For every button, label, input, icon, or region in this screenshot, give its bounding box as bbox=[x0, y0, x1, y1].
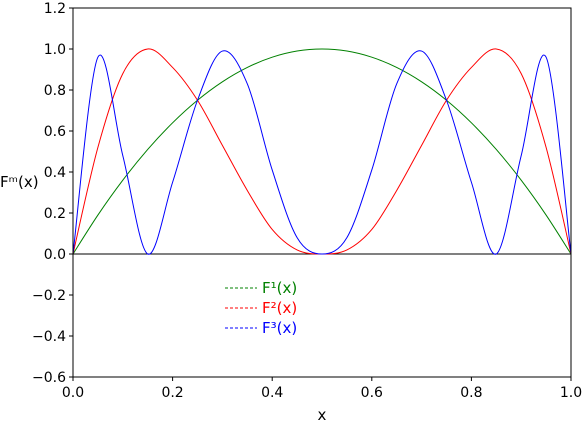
y-tick-label: 0.6 bbox=[44, 124, 66, 140]
x-axis-label: x bbox=[318, 406, 327, 422]
legend: F¹(x) F²(x) F³(x) bbox=[225, 279, 297, 337]
y-tick-label: −0.2 bbox=[32, 288, 66, 304]
axis-ticks: 0.0 0.2 0.4 0.6 0.8 1.0 −0.6 −0.4 −0.2 0.0 0.2 0.4 0… bbox=[32, 1, 582, 401]
x-tick-label: 0.2 bbox=[161, 385, 183, 401]
x-tick-label: 0.4 bbox=[261, 385, 283, 401]
y-tick-label: 0.8 bbox=[44, 83, 66, 99]
legend-label-3: F³(x) bbox=[262, 319, 297, 337]
series-line-3 bbox=[72, 50, 572, 255]
x-tick-label: 0.0 bbox=[62, 385, 84, 401]
legend-label-1: F¹(x) bbox=[262, 279, 297, 297]
y-axis-label: Fᵐ(x) bbox=[0, 173, 39, 191]
y-tick-label: −0.4 bbox=[32, 329, 66, 345]
series-line-1 bbox=[72, 48, 572, 255]
y-tick-label: 0.0 bbox=[44, 247, 66, 263]
legend-label-2: F²(x) bbox=[262, 299, 297, 317]
y-tick-label: 1.2 bbox=[44, 1, 66, 17]
y-tick-label: 1.0 bbox=[44, 42, 66, 58]
y-tick-label: 0.4 bbox=[44, 165, 66, 181]
axes-frame bbox=[72, 7, 572, 378]
plot-area bbox=[72, 48, 572, 255]
x-tick-label: 0.6 bbox=[361, 385, 383, 401]
x-tick-label: 0.8 bbox=[460, 385, 482, 401]
y-tick-label: 0.2 bbox=[44, 206, 66, 222]
x-tick-label: 1.0 bbox=[560, 385, 582, 401]
y-tick-label: −0.6 bbox=[32, 370, 66, 386]
